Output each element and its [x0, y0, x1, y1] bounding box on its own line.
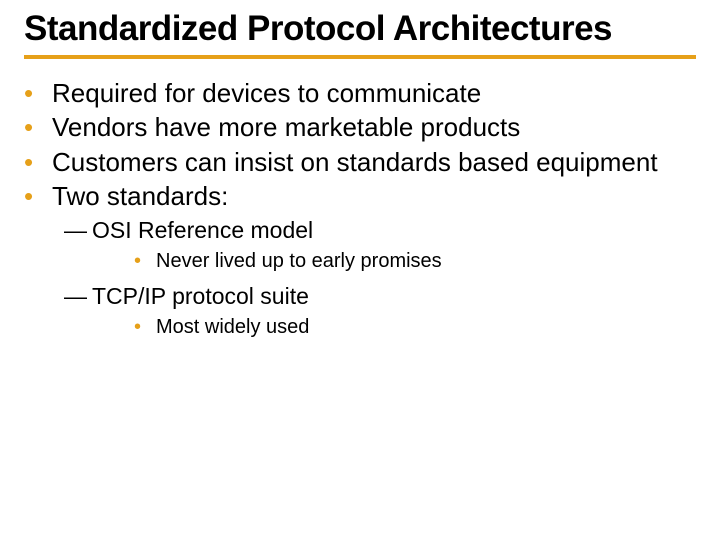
dash-icon: —: [64, 215, 92, 246]
sub-bullet-item: — OSI Reference model: [64, 215, 696, 246]
bullet-icon: •: [134, 248, 156, 275]
subsub-bullet-item: • Never lived up to early promises: [134, 248, 696, 275]
bullet-icon: •: [24, 77, 52, 110]
sub-bullet-list: — OSI Reference model • Never lived up t…: [24, 215, 696, 341]
bullet-text: Vendors have more marketable products: [52, 111, 696, 144]
bullet-list: • Required for devices to communicate • …: [24, 77, 696, 341]
dash-icon: —: [64, 281, 92, 312]
bullet-item: • Customers can insist on standards base…: [24, 146, 696, 179]
bullet-icon: •: [134, 314, 156, 341]
bullet-text: Required for devices to communicate: [52, 77, 696, 110]
bullet-text: Customers can insist on standards based …: [52, 146, 696, 179]
sub-bullet-text: TCP/IP protocol suite: [92, 281, 696, 312]
subsub-bullet-item: • Most widely used: [134, 314, 696, 341]
bullet-text: Two standards:: [52, 180, 696, 213]
bullet-icon: •: [24, 146, 52, 179]
title-underline: [24, 55, 696, 63]
sub-bullet-item: — TCP/IP protocol suite: [64, 281, 696, 312]
subsub-bullet-text: Most widely used: [156, 314, 696, 341]
bullet-item: • Required for devices to communicate: [24, 77, 696, 110]
bullet-item: • Two standards:: [24, 180, 696, 213]
bullet-item: • Vendors have more marketable products: [24, 111, 696, 144]
bullet-icon: •: [24, 180, 52, 213]
sub-bullet-text: OSI Reference model: [92, 215, 696, 246]
subsub-bullet-list: • Most widely used: [64, 314, 696, 341]
subsub-bullet-list: • Never lived up to early promises: [64, 248, 696, 275]
subsub-bullet-text: Never lived up to early promises: [156, 248, 696, 275]
slide-title: Standardized Protocol Architectures: [24, 10, 696, 49]
bullet-icon: •: [24, 111, 52, 144]
slide: Standardized Protocol Architectures • Re…: [0, 0, 720, 540]
